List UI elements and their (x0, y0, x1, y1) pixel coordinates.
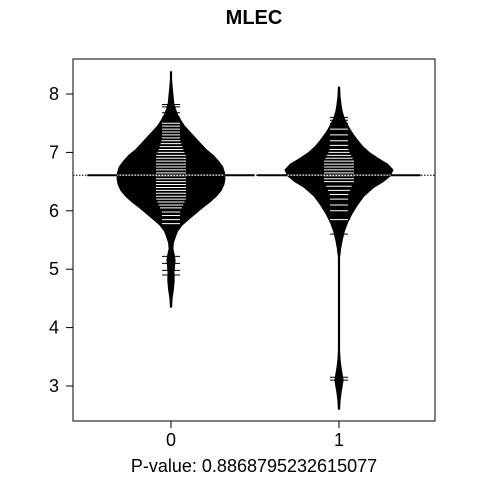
bean-0 (87, 71, 255, 308)
beans-group (87, 71, 421, 410)
bean-1 (257, 86, 421, 410)
y-axis: 3 4 5 6 7 8 (49, 84, 73, 396)
x-tick-label: 0 (166, 430, 176, 450)
bean-shape-0 (116, 71, 226, 308)
y-tick-label: 4 (49, 318, 59, 338)
y-tick-label: 6 (49, 201, 59, 221)
x-axis-label: P-value: 0.8868795232615077 (131, 456, 377, 476)
y-tick-label: 8 (49, 84, 59, 104)
chart-title: MLEC (226, 7, 283, 29)
y-tick-label: 3 (49, 376, 59, 396)
y-tick-label: 7 (49, 142, 59, 162)
y-tick-label: 5 (49, 259, 59, 279)
x-tick-label: 1 (334, 430, 344, 450)
plot-frame (72, 58, 436, 422)
bean-shape-1 (284, 86, 394, 410)
